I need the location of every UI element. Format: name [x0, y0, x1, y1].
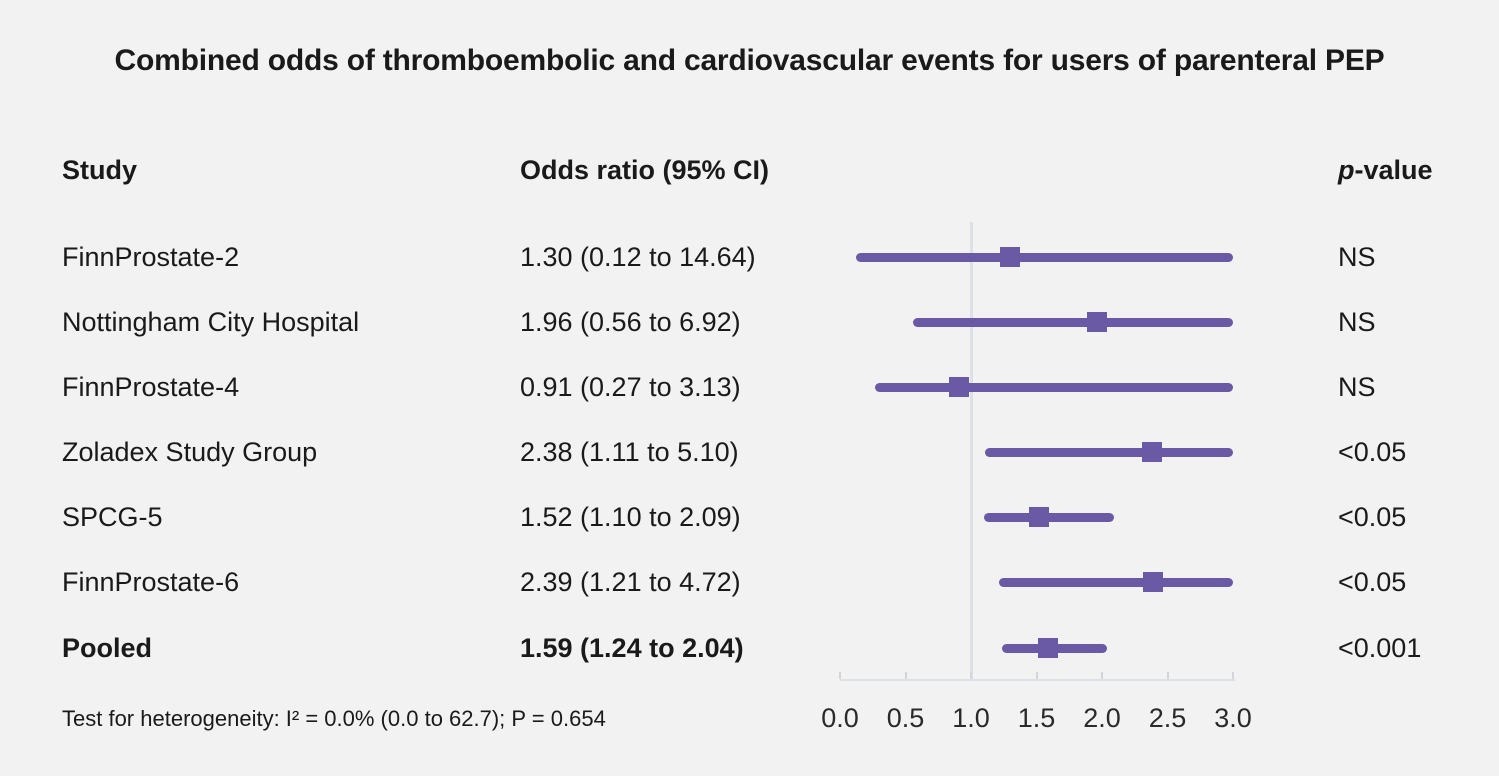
confidence-interval-line [985, 447, 1233, 457]
p-value: <0.05 [1338, 567, 1407, 597]
study-label: FinnProstate-2 [62, 242, 240, 272]
x-axis-tick [1232, 672, 1234, 679]
confidence-interval-line [855, 252, 1233, 262]
x-axis-tick-label: 0.0 [821, 703, 859, 733]
x-axis-tick [1166, 672, 1169, 679]
x-axis-tick-label: 1.0 [952, 703, 990, 733]
odds-ratio-marker [949, 377, 970, 397]
odds-ratio-value: 1.30 (0.12 to 14.64) [520, 242, 756, 272]
odds-ratio-marker [1000, 247, 1021, 267]
confidence-interval-line [998, 577, 1233, 587]
p-value: NS [1338, 307, 1376, 337]
confidence-interval-line [875, 382, 1233, 392]
study-label: Zoladex Study Group [62, 437, 318, 467]
study-label: FinnProstate-6 [62, 567, 240, 597]
x-axis-tick [1035, 672, 1038, 679]
x-axis-tick-label: 1.5 [1017, 703, 1056, 733]
x-axis-tick [970, 672, 972, 679]
x-axis-tick-label: 2.0 [1083, 703, 1121, 733]
column-header-p-value: p-value [1338, 152, 1433, 188]
odds-ratio-marker [1143, 572, 1164, 592]
x-axis-line [840, 679, 1235, 681]
study-label: Nottingham City Hospital [62, 307, 360, 337]
x-axis-tick [904, 672, 907, 679]
p-value: <0.05 [1338, 437, 1407, 467]
p-value: <0.001 [1338, 633, 1422, 663]
odds-ratio-marker [1038, 638, 1059, 658]
odds-ratio-value: 2.38 (1.11 to 5.10) [520, 437, 739, 467]
odds-ratio-value: 2.39 (1.21 to 4.72) [520, 567, 741, 597]
reference-line [969, 222, 973, 681]
odds-ratio-value: 1.96 (0.56 to 6.92) [520, 307, 741, 337]
heterogeneity-note: Test for heterogeneity: I² = 0.0% (0.0 t… [62, 706, 606, 731]
study-label: Pooled [62, 633, 153, 663]
odds-ratio-value: 1.52 (1.10 to 2.09) [520, 502, 741, 532]
p-value-header-rest: -value [1354, 155, 1433, 185]
p-value-header-italic-p: p [1338, 155, 1355, 185]
confidence-interval-line [913, 317, 1233, 327]
odds-ratio-value: 1.59 (1.24 to 2.04) [520, 633, 744, 663]
odds-ratio-marker [1029, 507, 1050, 527]
chart-title: Combined odds of thromboembolic and card… [114, 44, 1385, 77]
x-axis-tick-label: 3.0 [1214, 703, 1252, 733]
study-label: FinnProstate-4 [62, 372, 240, 402]
study-label: SPCG-5 [62, 502, 163, 532]
x-axis-tick-label: 2.5 [1148, 703, 1187, 733]
odds-ratio-value: 0.91 (0.27 to 3.13) [520, 372, 741, 402]
odds-ratio-marker [1086, 312, 1107, 332]
p-value: NS [1338, 372, 1376, 402]
x-axis-tick [1101, 672, 1103, 679]
odds-ratio-marker [1141, 442, 1162, 462]
column-header-odds-ratio: Odds ratio (95% CI) [520, 155, 770, 185]
p-value: NS [1338, 242, 1376, 272]
x-axis-tick [839, 672, 841, 679]
column-header-study: Study [62, 155, 138, 185]
x-axis-tick-label: 0.5 [886, 703, 925, 733]
p-value: <0.05 [1338, 502, 1407, 532]
